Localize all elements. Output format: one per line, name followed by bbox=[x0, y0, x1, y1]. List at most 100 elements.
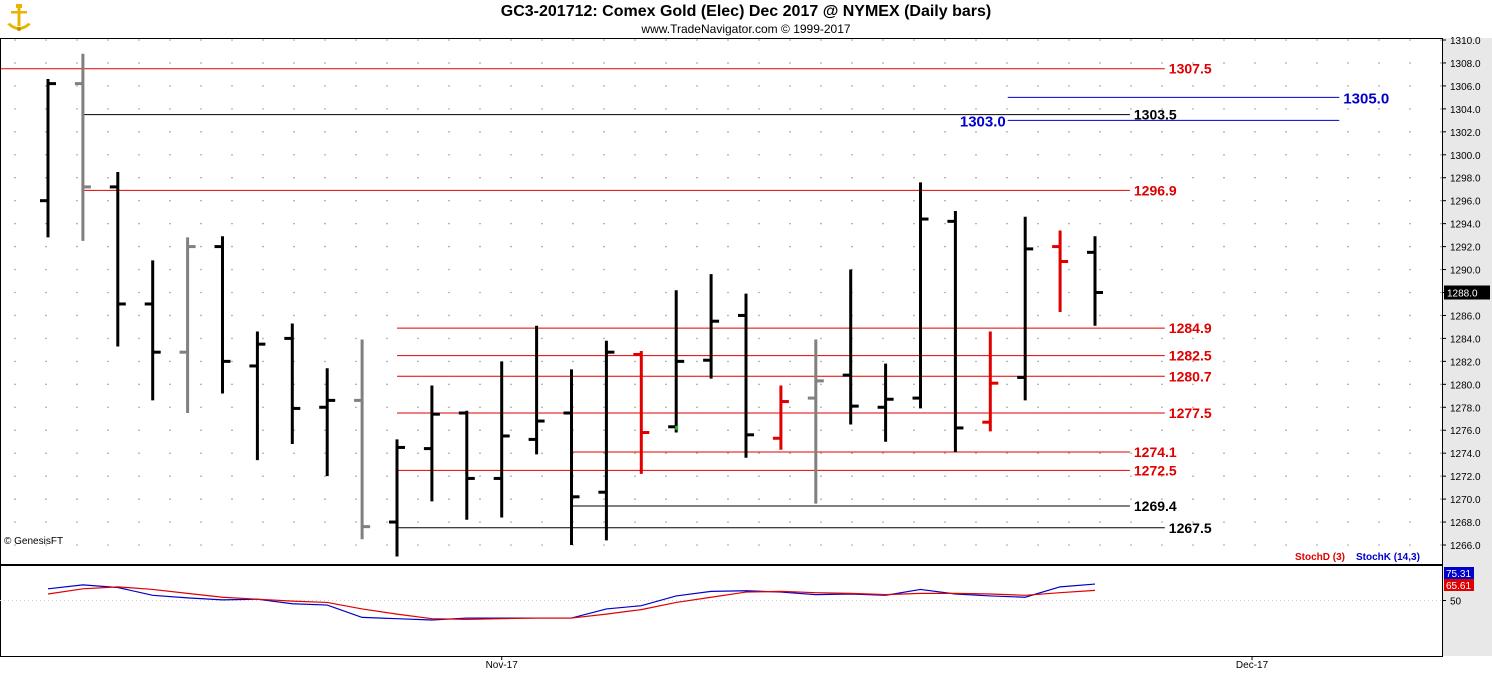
ohlc-bar bbox=[703, 274, 720, 379]
grid-dot bbox=[1192, 521, 1194, 523]
grid-dot bbox=[76, 108, 78, 110]
grid-dot bbox=[1254, 268, 1256, 271]
grid-dot bbox=[1130, 245, 1132, 248]
grid-dot bbox=[789, 452, 791, 454]
grid-dot bbox=[448, 429, 450, 432]
grid-dot bbox=[1068, 222, 1070, 225]
grid-dot bbox=[603, 383, 605, 386]
grid-dot bbox=[76, 199, 78, 202]
grid-dot bbox=[1068, 268, 1070, 271]
grid-dot bbox=[603, 245, 605, 248]
stoch-value-label: 75.31 bbox=[1446, 569, 1471, 580]
grid-dot bbox=[1130, 153, 1132, 156]
grid-dot bbox=[510, 62, 512, 64]
grid-dot bbox=[1006, 291, 1008, 294]
grid-dot bbox=[262, 383, 264, 386]
grid-dot bbox=[324, 176, 326, 179]
grid-dot bbox=[944, 268, 946, 271]
grid-dot bbox=[727, 62, 729, 64]
grid-dot bbox=[169, 268, 171, 271]
grid-dot bbox=[789, 268, 791, 271]
grid-dot bbox=[1223, 498, 1225, 500]
grid-dot bbox=[1223, 406, 1225, 409]
grid-dot bbox=[479, 62, 481, 64]
ohlc-bar bbox=[1052, 230, 1069, 313]
y-tick-label: 1272.0 bbox=[1450, 472, 1481, 483]
grid-dot bbox=[1161, 498, 1163, 500]
grid-dot bbox=[1223, 314, 1225, 317]
grid-dot bbox=[45, 62, 47, 64]
grid-dot bbox=[1068, 544, 1070, 546]
grid-dot bbox=[1254, 383, 1256, 386]
grid-dot bbox=[1192, 475, 1194, 477]
grid-dot bbox=[231, 85, 233, 87]
grid-dot bbox=[1347, 498, 1349, 500]
grid-dot bbox=[1316, 62, 1318, 64]
grid-dot bbox=[262, 429, 264, 432]
grid-dot bbox=[479, 383, 481, 386]
grid-dot bbox=[1223, 199, 1225, 202]
grid-dot bbox=[1006, 544, 1008, 546]
grid-dot bbox=[1316, 39, 1318, 41]
grid-dot bbox=[417, 544, 419, 546]
grid-dot bbox=[1192, 429, 1194, 432]
grid-dot bbox=[324, 153, 326, 156]
grid-dot bbox=[324, 131, 326, 133]
grid-dot bbox=[541, 199, 543, 202]
grid-dot bbox=[262, 498, 264, 500]
grid-dot bbox=[1099, 475, 1101, 477]
grid-dot bbox=[1316, 429, 1318, 432]
grid-dot bbox=[138, 62, 140, 64]
grid-dot bbox=[1037, 544, 1039, 546]
grid-dot bbox=[541, 383, 543, 386]
grid-dot bbox=[975, 199, 977, 202]
grid-dot bbox=[1409, 383, 1411, 386]
grid-dot bbox=[1192, 85, 1194, 87]
grid-dot bbox=[355, 521, 357, 523]
grid-dot bbox=[1285, 62, 1287, 64]
grid-dot bbox=[1440, 245, 1442, 248]
grid-dot bbox=[448, 108, 450, 110]
grid-dot bbox=[107, 383, 109, 386]
grid-dot bbox=[696, 108, 698, 110]
chart-grid bbox=[14, 39, 1442, 546]
grid-dot bbox=[789, 291, 791, 294]
grid-dot bbox=[634, 153, 636, 156]
grid-dot bbox=[820, 108, 822, 110]
level-label: 1284.9 bbox=[1169, 320, 1212, 336]
grid-dot bbox=[975, 176, 977, 179]
grid-dot bbox=[1006, 268, 1008, 271]
grid-dot bbox=[14, 62, 16, 64]
grid-dot bbox=[1378, 108, 1380, 110]
grid-dot bbox=[1254, 544, 1256, 546]
grid-dot bbox=[603, 291, 605, 294]
grid-dot bbox=[1440, 62, 1442, 64]
grid-dot bbox=[1130, 383, 1132, 386]
grid-dot bbox=[1347, 85, 1349, 87]
ohlc-bar bbox=[249, 331, 266, 461]
grid-dot bbox=[572, 314, 574, 317]
grid-dot bbox=[603, 314, 605, 317]
grid-dot bbox=[417, 153, 419, 156]
grid-dot bbox=[231, 406, 233, 409]
grid-dot bbox=[1192, 337, 1194, 340]
grid-dot bbox=[14, 475, 16, 477]
grid-dot bbox=[1068, 406, 1070, 409]
grid-dot bbox=[1068, 521, 1070, 523]
grid-dot bbox=[541, 521, 543, 523]
grid-dot bbox=[665, 521, 667, 523]
grid-dot bbox=[541, 452, 543, 454]
grid-dot bbox=[758, 314, 760, 317]
grid-dot bbox=[944, 452, 946, 454]
grid-dot bbox=[789, 153, 791, 156]
grid-dot bbox=[1316, 222, 1318, 225]
grid-dot bbox=[45, 153, 47, 156]
grid-dot bbox=[1099, 314, 1101, 317]
grid-dot bbox=[293, 39, 295, 41]
grid-dot bbox=[1254, 429, 1256, 432]
grid-dot bbox=[1006, 85, 1008, 87]
grid-dot bbox=[944, 85, 946, 87]
grid-dot bbox=[231, 429, 233, 432]
grid-dot bbox=[262, 337, 264, 340]
